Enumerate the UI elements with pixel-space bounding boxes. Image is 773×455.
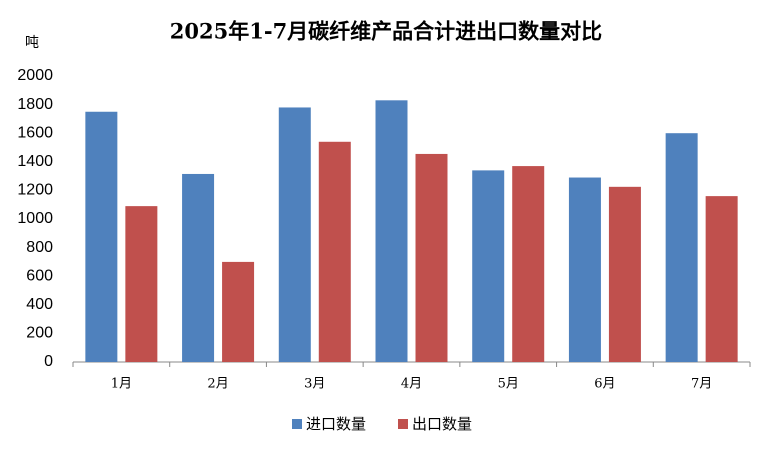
bar bbox=[665, 133, 698, 362]
legend-swatch bbox=[292, 419, 302, 429]
y-tick-label: 2000 bbox=[17, 67, 53, 84]
y-tick-label: 200 bbox=[26, 325, 53, 342]
bar bbox=[318, 141, 351, 362]
y-tick-label: 600 bbox=[26, 267, 53, 284]
y-tick-label: 400 bbox=[26, 296, 53, 313]
bar bbox=[415, 153, 448, 362]
y-tick-label: 1200 bbox=[17, 182, 53, 199]
x-tick-label: 7月 bbox=[691, 377, 712, 392]
bar bbox=[85, 111, 118, 362]
y-tick-label: 0 bbox=[44, 353, 53, 370]
bar bbox=[608, 186, 641, 362]
bar bbox=[222, 261, 255, 362]
x-tick-label: 4月 bbox=[401, 377, 422, 392]
legend-swatch bbox=[398, 419, 408, 429]
y-tick-label: 1600 bbox=[17, 124, 53, 141]
chart-title: 2025年1-7月碳纤维产品合计进出口数量对比 bbox=[170, 19, 602, 44]
bar bbox=[705, 196, 738, 362]
y-tick-label: 1800 bbox=[17, 96, 53, 113]
bar bbox=[125, 206, 158, 362]
bar bbox=[278, 107, 311, 363]
bar bbox=[472, 170, 505, 362]
y-tick-label: 1000 bbox=[17, 210, 53, 227]
x-tick-label: 2月 bbox=[207, 377, 228, 392]
legend-label: 出口数量 bbox=[412, 415, 472, 433]
x-tick-label: 3月 bbox=[304, 377, 325, 392]
y-tick-label: 1400 bbox=[17, 153, 53, 170]
y-axis-unit: 吨 bbox=[25, 35, 39, 51]
legend-label: 进口数量 bbox=[306, 415, 366, 433]
x-tick-label: 5月 bbox=[498, 377, 519, 392]
bar bbox=[375, 100, 408, 362]
y-tick-label: 800 bbox=[26, 239, 53, 256]
bar bbox=[512, 166, 545, 362]
bar bbox=[182, 173, 215, 362]
bar bbox=[568, 177, 601, 362]
x-tick-label: 1月 bbox=[111, 377, 132, 392]
x-tick-label: 6月 bbox=[594, 377, 615, 392]
